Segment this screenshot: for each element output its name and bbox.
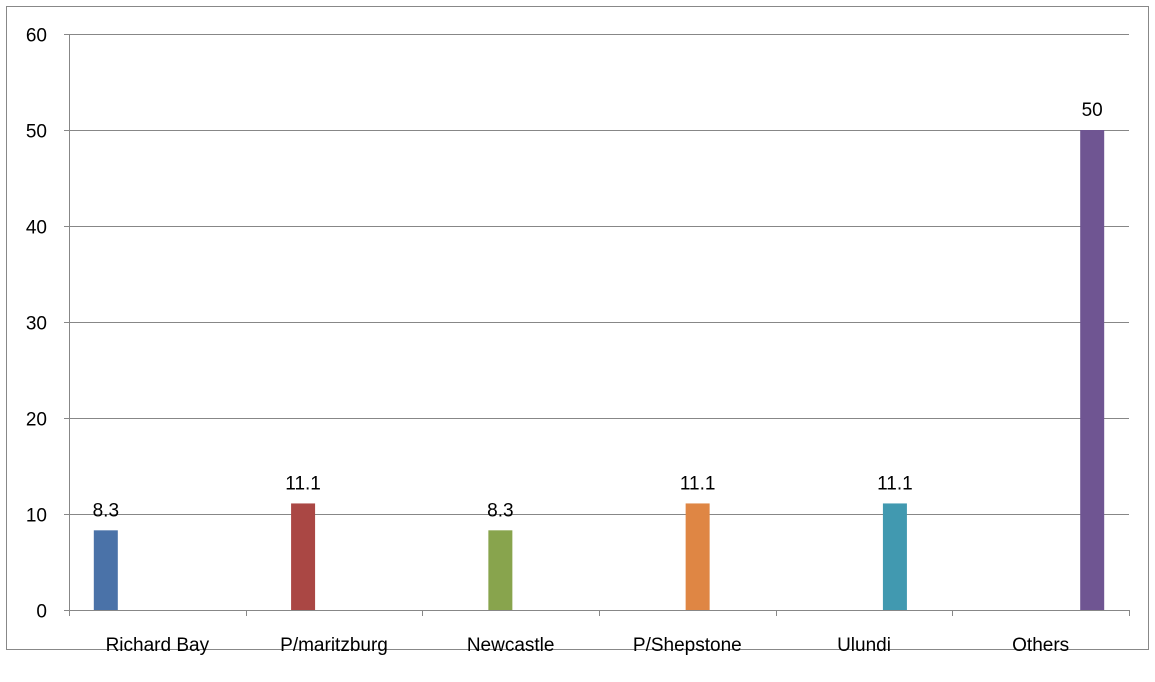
x-axis: Richard Bay P/maritzburg Newcastle P/Shepst…: [69, 610, 1130, 656]
gridlines: [69, 34, 1129, 515]
data-labels: 8.3 11.1 8.3 11.1 11.1 50: [93, 100, 1103, 521]
y-tick-label: 10: [26, 506, 47, 527]
x-tick-label: Others: [1012, 635, 1069, 656]
y-tick-label: 30: [26, 314, 47, 335]
x-tick-label: P/maritzburg: [280, 635, 388, 656]
data-label: 8.3: [487, 500, 513, 521]
bar: [291, 503, 316, 610]
x-tick-label: Newcastle: [467, 635, 555, 656]
y-tick-label: 60: [26, 26, 47, 47]
data-label: 50: [1082, 100, 1103, 121]
chart-frame: [6, 6, 1149, 650]
x-tick-label: Ulundi: [837, 635, 891, 656]
x-tick-label: P/Shepstone: [633, 635, 742, 656]
data-label: 8.3: [93, 500, 119, 521]
y-tick-label: 40: [26, 218, 47, 239]
y-tick-label: 0: [36, 602, 47, 623]
bars: [93, 130, 1105, 610]
y-tick-label: 50: [26, 122, 47, 143]
data-label: 11.1: [877, 473, 913, 494]
data-label: 11.1: [285, 473, 321, 494]
data-label: 11.1: [680, 473, 716, 494]
x-tick-label: Richard Bay: [106, 635, 210, 656]
bar: [1080, 130, 1105, 610]
bar: [93, 530, 118, 610]
bar: [685, 503, 710, 610]
bar: [488, 530, 513, 610]
y-axis: 0 10 20 30 40 50 60: [26, 26, 70, 623]
bar: [882, 503, 907, 610]
y-tick-label: 20: [26, 410, 47, 431]
